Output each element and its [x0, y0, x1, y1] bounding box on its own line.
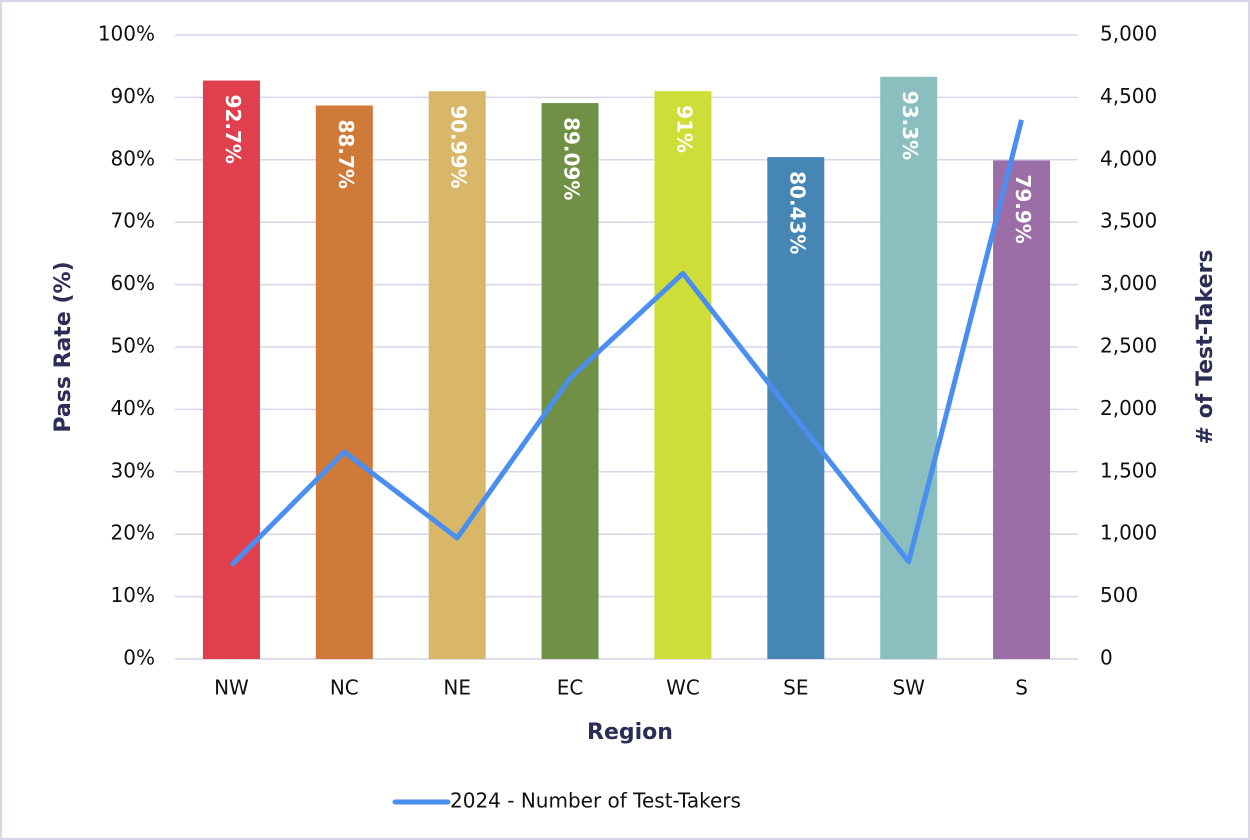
y2-tick-label: 4,000	[1100, 146, 1157, 170]
y2-tick-label: 2,500	[1100, 334, 1157, 358]
x-tick-label: EC	[557, 676, 584, 700]
x-axis-title: Region	[587, 720, 673, 745]
value-label: 79.9%	[1011, 174, 1035, 243]
y2-tick-label: 3,000	[1100, 271, 1157, 295]
value-label: 90.99%	[447, 105, 471, 188]
y-tick-label: 20%	[111, 521, 155, 545]
bar	[767, 157, 825, 659]
y2-tick-label: 4,500	[1100, 84, 1157, 108]
x-tick-label: NE	[443, 676, 471, 700]
y-tick-label: 10%	[111, 583, 155, 607]
y2-tick-label: 0	[1100, 646, 1113, 670]
y-tick-label: 70%	[111, 209, 155, 233]
y2-axis-title: # of Test-Takers	[1193, 250, 1218, 445]
bar	[202, 80, 260, 659]
y-tick-label: 30%	[111, 458, 155, 482]
legend-label: 2024 - Number of Test-Takers	[450, 789, 741, 813]
y2-tick-label: 2,000	[1100, 396, 1157, 420]
bar	[654, 91, 712, 659]
bar	[315, 105, 373, 659]
y-tick-label: 50%	[111, 334, 155, 358]
bar	[880, 76, 938, 660]
x-tick-label: S	[1015, 676, 1028, 700]
bar	[993, 160, 1051, 659]
x-tick-label: SE	[783, 676, 808, 700]
y-tick-label: 0%	[123, 646, 155, 670]
x-tick-label: WC	[666, 676, 700, 700]
y2-tick-label: 3,500	[1100, 209, 1157, 233]
x-tick-label: NW	[214, 676, 249, 700]
x-tick-label: SW	[892, 676, 925, 700]
value-label: 92.7%	[221, 95, 245, 164]
y-axis-title: Pass Rate (%)	[51, 261, 76, 432]
y-tick-label: 100%	[98, 22, 155, 46]
value-label: 93.3%	[898, 91, 922, 160]
y2-tick-label: 500	[1100, 583, 1138, 607]
line	[229, 119, 1024, 568]
x-tick-label: NC	[330, 676, 359, 700]
y-tick-label: 80%	[111, 146, 155, 170]
value-label: 91%	[672, 105, 696, 153]
value-label: 88.7%	[334, 120, 358, 189]
y-tick-label: 40%	[111, 396, 155, 420]
y2-tick-label: 1,500	[1100, 458, 1157, 482]
bar	[428, 91, 486, 659]
value-label: 89.09%	[560, 117, 584, 200]
y-tick-label: 60%	[111, 271, 155, 295]
y-tick-label: 90%	[111, 84, 155, 108]
y2-tick-label: 5,000	[1100, 22, 1157, 46]
value-label: 80.43%	[785, 171, 809, 254]
y2-tick-label: 1,000	[1100, 521, 1157, 545]
